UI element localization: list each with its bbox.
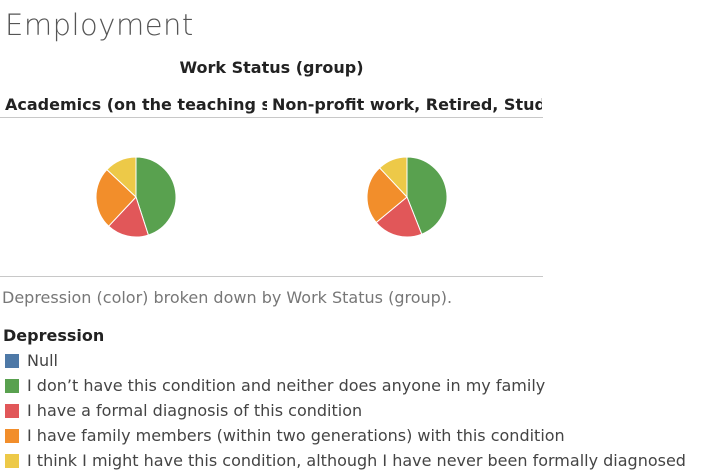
- chart-caption: Depression (color) broken down by Work S…: [2, 288, 453, 307]
- legend-item-formal-diagnosis[interactable]: I have a formal diagnosis of this condit…: [5, 398, 686, 423]
- legend-swatch: [5, 428, 19, 443]
- legend-title: Depression: [3, 326, 105, 345]
- header-divider: [0, 117, 543, 118]
- panel-header-nonprofit[interactable]: Non-profit work, Retired, Stud..: [272, 95, 542, 114]
- legend-label: I think I might have this condition, alt…: [27, 451, 686, 470]
- legend-item-no-condition[interactable]: I don’t have this condition and neither …: [5, 373, 686, 398]
- pie-slice-0-formal-diagnosis[interactable]: [107, 196, 149, 238]
- pie-slice-1-no-condition[interactable]: [406, 156, 448, 235]
- legend-swatch: [5, 353, 19, 368]
- legend-swatch: [5, 453, 19, 468]
- pie-slice-0-no-condition[interactable]: [135, 156, 177, 236]
- legend-label: I don’t have this condition and neither …: [27, 376, 546, 395]
- legend-label: Null: [27, 351, 58, 370]
- page-title: Employment: [5, 8, 194, 42]
- panel-header-academics[interactable]: Academics (on the teaching si..: [5, 95, 267, 114]
- legend-swatch: [5, 403, 19, 418]
- pie-slice-1-might-have[interactable]: [378, 156, 408, 199]
- pie-slice-1-family-members[interactable]: [366, 167, 408, 224]
- pie-slice-0-might-have[interactable]: [106, 156, 137, 199]
- legend-item-family-members[interactable]: I have family members (within two genera…: [5, 423, 686, 448]
- pie-slice-1-formal-diagnosis[interactable]: [375, 196, 423, 238]
- group-field-header: Work Status (group): [179, 58, 364, 77]
- legend: Null I don’t have this condition and nei…: [5, 348, 686, 473]
- legend-label: I have family members (within two genera…: [27, 426, 565, 445]
- legend-item-might-have[interactable]: I think I might have this condition, alt…: [5, 448, 686, 473]
- legend-item-null[interactable]: Null: [5, 348, 686, 373]
- pie-slice-0-family-members[interactable]: [95, 168, 137, 227]
- legend-label: I have a formal diagnosis of this condit…: [27, 401, 363, 420]
- pie-chart-area: [95, 156, 448, 238]
- legend-swatch: [5, 378, 19, 393]
- chart-divider: [0, 276, 543, 277]
